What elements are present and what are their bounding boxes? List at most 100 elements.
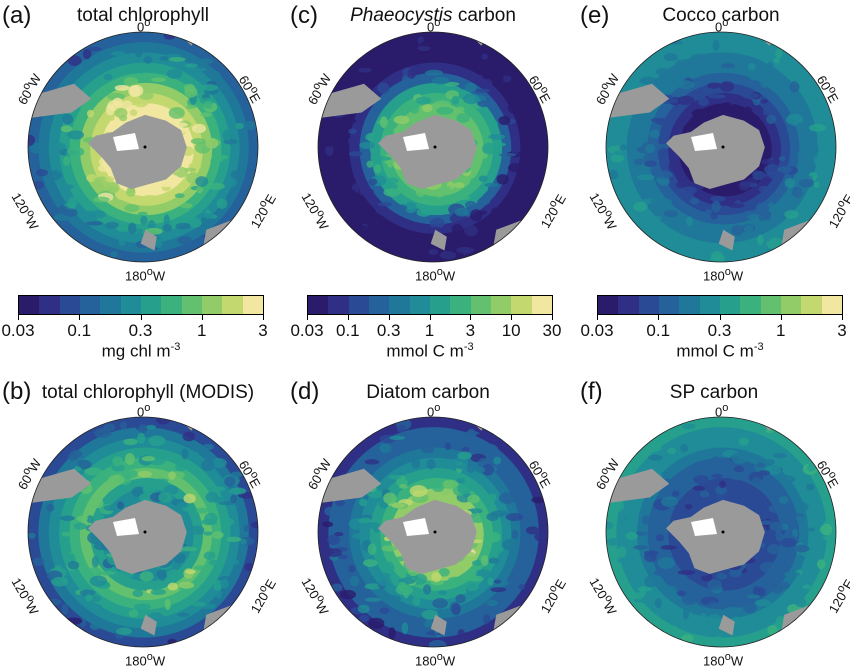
field-speckle	[61, 531, 71, 537]
field-speckle	[91, 555, 99, 568]
field-speckle	[396, 424, 406, 433]
field-speckle	[417, 45, 431, 51]
field-speckle	[453, 182, 465, 189]
field-speckle	[521, 520, 535, 527]
field-speckle	[137, 470, 153, 478]
field-speckle	[364, 597, 382, 602]
field-speckle	[616, 546, 627, 558]
colorbar-swatch	[100, 296, 121, 314]
field-speckle	[680, 186, 698, 195]
field-speckle	[137, 211, 148, 216]
field-speckle	[606, 521, 614, 530]
field-speckle	[639, 585, 646, 598]
field-speckle	[747, 62, 756, 72]
field-speckle	[712, 40, 720, 52]
field-speckle	[164, 174, 181, 186]
field-speckle	[767, 544, 781, 555]
field-speckle	[767, 61, 774, 74]
field-speckle	[458, 195, 470, 201]
field-speckle	[62, 442, 72, 453]
field-speckle	[97, 571, 116, 576]
field-speckle	[322, 521, 334, 528]
field-speckle	[411, 457, 421, 469]
field-speckle	[685, 503, 693, 510]
colorbar-swatch	[618, 296, 639, 314]
field-speckle	[223, 518, 235, 526]
colorbar-swatch	[801, 296, 822, 314]
lon-label-180w: 180oW	[415, 266, 456, 284]
land-new-zealand	[140, 229, 157, 251]
field-speckle	[710, 211, 718, 220]
colorbar-swatch	[760, 296, 781, 314]
field-speckle	[448, 56, 458, 62]
field-speckle	[731, 475, 745, 481]
field-speckle	[743, 106, 753, 115]
field-speckle	[222, 129, 232, 142]
colorbar-tick-label: 1	[197, 321, 207, 340]
land-new-zealand	[718, 614, 735, 636]
field-speckle	[203, 100, 213, 110]
colorbar-tickmark	[719, 315, 721, 320]
field-speckle	[365, 132, 382, 142]
ice-shelf	[113, 133, 139, 151]
field-speckle	[727, 203, 745, 209]
field-speckle	[118, 238, 126, 247]
field-speckle	[368, 617, 385, 629]
field-speckle	[657, 557, 676, 570]
colorbar-tickmark	[140, 315, 142, 320]
field-speckle	[242, 120, 258, 131]
field-speckle	[410, 236, 428, 244]
field-speckle	[65, 617, 83, 625]
field-speckle	[202, 443, 214, 451]
field-speckle	[699, 92, 706, 100]
field-speckle	[208, 559, 219, 566]
field-speckle	[182, 431, 196, 442]
colorbar-swatch	[679, 296, 700, 314]
field-speckle	[465, 551, 477, 563]
field-speckle	[350, 224, 369, 233]
field-speckle	[518, 118, 528, 125]
colorbar-tickmark	[842, 315, 843, 320]
field-speckle	[124, 453, 135, 465]
field-speckle	[659, 234, 673, 243]
field-speckle	[742, 620, 760, 625]
field-speckle	[442, 53, 449, 64]
field-speckle	[756, 462, 766, 468]
field-speckle	[51, 576, 69, 587]
land-south-america	[28, 468, 92, 504]
field-speckle	[348, 565, 356, 573]
field-speckle	[205, 137, 219, 149]
field-speckle	[167, 582, 179, 591]
field-speckle	[444, 442, 452, 451]
colorbar-tick-label: 3	[258, 321, 268, 340]
field-speckle	[103, 73, 113, 81]
field-speckle	[505, 513, 524, 522]
field-speckle	[200, 112, 212, 118]
field-speckle	[756, 587, 766, 597]
field-speckle	[475, 69, 485, 75]
field-speckle	[166, 569, 183, 579]
colorbar-tickmark	[263, 315, 264, 320]
field-speckle	[501, 539, 520, 551]
field-speckle	[209, 158, 223, 163]
field-speckle	[374, 163, 382, 174]
field-speckle	[660, 545, 677, 550]
field-speckle	[693, 108, 708, 120]
colorbar-unit-label: mg chl m-3	[101, 341, 181, 361]
field-speckle	[470, 209, 483, 222]
field-speckle	[358, 498, 368, 507]
field-speckle	[421, 104, 433, 113]
field-speckle	[707, 94, 726, 99]
field-speckle	[716, 572, 728, 580]
field-speckle	[768, 202, 775, 209]
field-speckle	[383, 492, 397, 505]
field-speckle	[111, 463, 125, 472]
field-speckle	[331, 129, 344, 135]
field-speckle	[642, 515, 650, 526]
colorbar-swatch	[201, 296, 223, 314]
field-speckle	[682, 608, 690, 620]
field-speckle	[76, 515, 89, 522]
field-speckle	[462, 93, 480, 105]
field-speckle	[362, 559, 378, 567]
field-speckle	[498, 492, 516, 504]
